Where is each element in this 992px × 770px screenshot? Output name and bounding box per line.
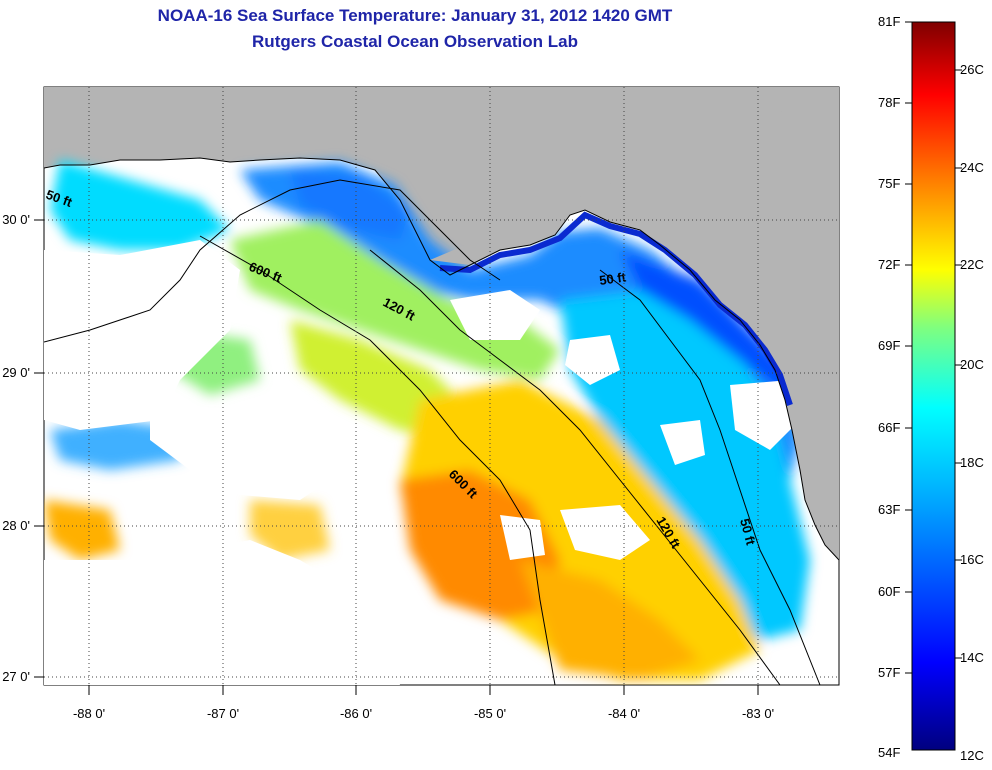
graticule — [44, 87, 839, 685]
contour-label: 50 ft — [598, 269, 627, 288]
coastal-cold-band — [439, 211, 793, 406]
coastline — [44, 157, 839, 561]
cb-f-label: 63F — [878, 502, 901, 517]
cb-f-label: 81F — [878, 14, 901, 29]
contour-label: 50 ft — [737, 517, 759, 547]
cb-c-label: 14C — [960, 650, 984, 665]
cb-f-label: 72F — [878, 257, 901, 272]
cb-c-label: 20C — [960, 357, 984, 372]
cb-f-label: 57F — [878, 665, 901, 680]
colorbar — [911, 21, 956, 751]
cloud-mask — [44, 240, 800, 685]
cb-c-label: 26C — [960, 62, 984, 77]
x-tick-label: -84 0' — [608, 706, 640, 721]
x-tick-label: -87 0' — [207, 706, 239, 721]
cb-f-label: 54F — [878, 745, 901, 760]
x-tick-label: -86 0' — [340, 706, 372, 721]
map-title: NOAA-16 Sea Surface Temperature: January… — [157, 6, 673, 25]
cb-c-label: 24C — [960, 160, 984, 175]
cb-f-label: 66F — [878, 420, 901, 435]
cb-c-label: 22C — [960, 257, 984, 272]
y-tick-label: 30 0' — [2, 212, 30, 227]
colorbar-ticks — [905, 21, 962, 674]
cb-c-label: 18C — [960, 455, 984, 470]
cb-f-label: 78F — [878, 95, 901, 110]
x-tick-label: -83 0' — [742, 706, 774, 721]
land-peninsula — [430, 87, 839, 560]
x-tick-label: -85 0' — [474, 706, 506, 721]
y-tick-label: 29 0' — [2, 365, 30, 380]
axis-ticks — [34, 219, 759, 695]
depth-contours — [44, 179, 821, 685]
map-subtitle: Rutgers Coastal Ocean Observation Lab — [252, 32, 578, 51]
cb-c-label: 16C — [960, 552, 984, 567]
cb-f-label: 69F — [878, 338, 901, 353]
cb-f-label: 75F — [878, 176, 901, 191]
x-tick-label: -88 0' — [73, 706, 105, 721]
y-tick-label: 28 0' — [2, 518, 30, 533]
cb-f-label: 60F — [878, 584, 901, 599]
cb-c-label: 12C — [960, 748, 984, 763]
y-tick-label: 27 0' — [2, 669, 30, 684]
